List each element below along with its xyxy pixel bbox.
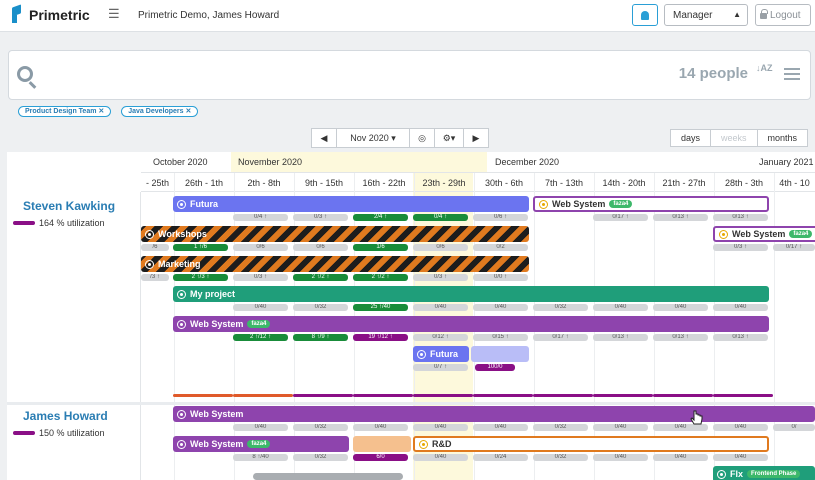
assignment-bar[interactable]: Web System faza4 <box>173 316 769 332</box>
hours-row: 0/40 0/32 0/40 0/40 0/40 0/32 0/40 0/40 … <box>173 424 815 432</box>
assignment-bar-tentative[interactable] <box>353 436 411 452</box>
settings-gear-icon[interactable]: ⚙ ▾ <box>434 128 464 148</box>
week-label: 26th - 1th <box>184 178 224 188</box>
assignment-icon <box>177 199 186 209</box>
assignment-bar[interactable]: Web System faza4 <box>173 436 349 452</box>
week-label: 2th - 8th <box>247 178 281 188</box>
month-header: October 2020 November 2020 December 2020… <box>141 152 815 173</box>
notifications-button[interactable] <box>632 4 658 26</box>
hamburger-menu-icon[interactable]: ☰ <box>108 6 120 21</box>
assignment-bar[interactable]: R&D <box>413 436 769 452</box>
person-name-james[interactable]: James Howard <box>23 409 108 423</box>
period-dropdown[interactable]: Nov 2020 ▾ <box>336 128 410 148</box>
month-label: December 2020 <box>495 157 560 167</box>
sort-az-icon[interactable]: ↓AZ <box>756 63 773 73</box>
month-label: January 2021 <box>759 157 814 167</box>
prev-period-button[interactable]: ◀ <box>311 128 337 148</box>
assignment-bar-extension[interactable] <box>471 346 529 362</box>
utilization-label: 164 % utilization <box>39 218 105 228</box>
bell-icon <box>641 10 649 20</box>
assignment-bar[interactable]: Futura <box>173 196 529 212</box>
assignment-bar[interactable]: Marketing <box>141 256 529 272</box>
hours-row: 0/40 0/32 25 ↑/40 0/40 0/40 0/32 0/40 0/… <box>173 304 773 312</box>
person-name-steven[interactable]: Steven Kawking <box>23 199 116 213</box>
hours-row: 0/4 ↑ 0/3 ↑ 2/4 ↑ 0/4 ↑ 0/6 ↑ 0/17 ↑ 0/1… <box>173 214 773 222</box>
assignment-icon <box>177 319 186 329</box>
week-label: 30th - 6th <box>484 178 524 188</box>
people-count: 14 people <box>678 65 748 82</box>
period-navigation: ◀ Nov 2020 ▾ ◎ ⚙ ▾ ▶ <box>311 128 489 148</box>
month-label: November 2020 <box>238 157 303 167</box>
assignment-icon <box>177 409 186 419</box>
tentative-icon <box>719 229 728 239</box>
utilization-steven: 164 % utilization <box>13 218 105 228</box>
search-icon <box>17 66 33 82</box>
primetric-logo[interactable]: Primetric <box>12 6 90 23</box>
hand-cursor-icon <box>690 410 703 425</box>
role-select[interactable]: Manager ▲ <box>664 4 748 26</box>
tentative-icon <box>539 199 548 209</box>
filter-sliders-icon[interactable] <box>784 66 800 82</box>
assignment-bar[interactable]: Web System <box>173 406 815 422</box>
filter-chips: Product Design Team ✕ Java Developers ✕ <box>18 106 199 117</box>
top-bar: Primetric ☰ Primetric Demo, James Howard… <box>0 0 815 32</box>
assignment-icon <box>417 349 426 359</box>
tentative-icon <box>419 439 428 449</box>
week-label: 9th - 15th <box>304 178 344 188</box>
assignment-bar[interactable]: Workshops <box>141 226 529 242</box>
assignment-bar[interactable]: Web System faza4 <box>533 196 769 212</box>
people-column <box>7 192 141 480</box>
utilization-james: 150 % utilization <box>13 428 105 438</box>
week-label: 21th - 27th <box>662 178 706 188</box>
week-label: 28th - 3th <box>724 178 764 188</box>
today-button[interactable]: ◎ <box>409 128 435 148</box>
utilization-strip <box>173 394 233 397</box>
chip-product-design-team[interactable]: Product Design Team ✕ <box>18 106 112 117</box>
view-switcher: days weeks months <box>670 129 809 147</box>
logout-label: Logout <box>770 9 801 21</box>
hours-row: /6 1 ↑/6 0/6 0/6 1/6 0/6 0/2 0/3 ↑ 0/17 … <box>141 244 815 252</box>
logo-text: Primetric <box>29 6 90 23</box>
week-label: 23th - 29th <box>422 178 466 188</box>
role-select-value: Manager <box>673 10 713 21</box>
horizontal-scrollbar[interactable] <box>253 473 403 480</box>
tenant-user-label: Primetric Demo, James Howard <box>138 10 280 21</box>
logout-button[interactable]: Logout <box>755 4 811 26</box>
next-period-button[interactable]: ▶ <box>463 128 489 148</box>
lock-icon <box>760 9 768 19</box>
select-caret-icon: ▲ <box>733 10 741 19</box>
assignment-bar[interactable]: Web System faza4 <box>713 226 815 242</box>
people-search-box[interactable]: 14 people ↓AZ <box>8 50 811 100</box>
week-label: - 25th <box>145 178 169 188</box>
week-label: 7th - 13th <box>544 178 584 188</box>
week-header: - 25th 26th - 1th 2th - 8th 9th - 15th 1… <box>141 173 815 192</box>
assignment-icon <box>177 289 186 299</box>
row-separator <box>7 402 815 405</box>
assignment-bar[interactable]: Flx Frontend Phase <box>713 466 815 480</box>
assignment-icon <box>145 229 154 239</box>
view-weeks[interactable]: weeks <box>710 129 758 147</box>
assignment-bar[interactable]: Futura <box>413 346 469 362</box>
month-label: October 2020 <box>153 157 208 167</box>
chip-java-developers[interactable]: Java Developers ✕ <box>121 106 199 117</box>
resource-timeline: October 2020 November 2020 December 2020… <box>7 152 815 480</box>
utilization-label: 150 % utilization <box>39 428 105 438</box>
week-label: 16th - 22th <box>362 178 406 188</box>
assignment-icon <box>717 469 726 479</box>
hours-row: 0/7 ↑ 100/0 <box>413 364 533 372</box>
hours-row: 8 ↑/40 0/32 6/0 0/40 0/24 0/32 0/40 0/40… <box>173 454 815 462</box>
hours-row: 2 ↑/12 ↑ 8 ↑/9 ↑ 19 ↑/12 ↑ 0/12 ↑ 0/15 ↑… <box>173 334 773 342</box>
assignment-icon <box>177 439 186 449</box>
assignment-bar[interactable]: My project <box>173 286 769 302</box>
logo-mark-icon <box>12 6 25 23</box>
utilization-bar <box>13 221 35 225</box>
week-label: 4th - 10 <box>779 178 810 188</box>
utilization-bar <box>13 431 35 435</box>
hours-row: /3 ↑ 2 ↑/3 ↑ 0/3 ↑ 2 ↑/2 ↑ 2 ↑/2 ↑ 0/3 ↑… <box>141 274 815 282</box>
view-months[interactable]: months <box>756 129 809 147</box>
view-days[interactable]: days <box>670 129 712 147</box>
assignment-icon <box>145 259 154 269</box>
week-label: 14th - 20th <box>602 178 646 188</box>
